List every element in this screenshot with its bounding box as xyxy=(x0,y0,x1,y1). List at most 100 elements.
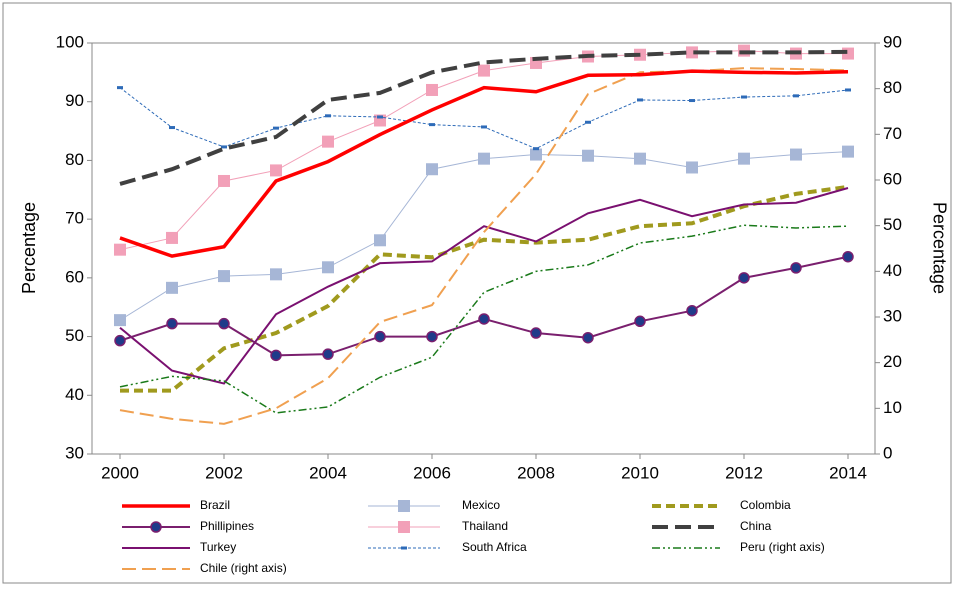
marker xyxy=(221,145,227,149)
legend-marker xyxy=(150,521,162,533)
x-tick-label: 2010 xyxy=(621,463,659,482)
marker xyxy=(218,317,230,330)
y2-tick-label: 50 xyxy=(883,215,902,234)
legend-marker xyxy=(401,546,407,550)
legend-label: Chile (right axis) xyxy=(200,561,287,575)
marker xyxy=(689,99,695,103)
y-tick-label: 100 xyxy=(56,32,84,51)
y2-tick-label: 30 xyxy=(883,306,902,325)
marker xyxy=(842,250,854,263)
y-tick-label: 30 xyxy=(65,443,84,462)
marker xyxy=(530,148,542,161)
marker xyxy=(426,163,438,176)
marker xyxy=(481,125,487,129)
marker xyxy=(114,334,126,347)
marker xyxy=(634,152,646,165)
y-tick-label: 90 xyxy=(65,91,84,110)
marker xyxy=(270,349,282,362)
y2-tick-label: 90 xyxy=(883,32,902,51)
marker xyxy=(377,115,383,119)
x-tick-label: 2000 xyxy=(101,463,139,482)
marker xyxy=(533,147,539,151)
x-tick-label: 2008 xyxy=(517,463,555,482)
marker xyxy=(842,145,854,158)
marker xyxy=(117,86,123,90)
marker xyxy=(686,304,698,317)
y2-tick-label: 20 xyxy=(883,352,902,371)
marker xyxy=(322,348,334,360)
marker xyxy=(793,94,799,98)
marker xyxy=(741,95,747,99)
legend-label: Turkey xyxy=(200,540,236,554)
marker xyxy=(166,231,178,244)
marker xyxy=(169,126,175,130)
marker xyxy=(218,174,230,187)
marker xyxy=(582,149,594,162)
series-line xyxy=(119,67,849,425)
marker xyxy=(478,152,490,165)
y2-tick-label: 10 xyxy=(883,398,902,417)
marker xyxy=(686,161,698,174)
marker xyxy=(166,281,178,294)
marker xyxy=(426,330,438,343)
series-line xyxy=(119,49,849,186)
x-tick-label: 2014 xyxy=(829,463,867,482)
legend-marker xyxy=(398,500,410,512)
series-line xyxy=(119,87,849,150)
series-line xyxy=(120,184,849,393)
marker xyxy=(114,243,126,256)
marker xyxy=(322,261,334,274)
marker xyxy=(478,313,490,325)
legend-label: Colombia xyxy=(740,498,791,512)
legend-label: Peru (right axis) xyxy=(740,540,825,554)
y2-tick-label: 70 xyxy=(883,124,902,143)
marker xyxy=(322,135,334,148)
y-tick-label: 50 xyxy=(65,326,84,345)
legend-label: Phillipines xyxy=(200,519,254,533)
legend-label: Mexico xyxy=(462,498,500,512)
marker xyxy=(585,120,591,124)
marker xyxy=(686,46,698,59)
marker xyxy=(273,126,279,130)
marker xyxy=(530,327,542,339)
x-tick-label: 2002 xyxy=(205,463,243,482)
marker xyxy=(790,262,802,274)
legend-marker xyxy=(398,521,410,533)
marker xyxy=(429,123,435,127)
marker xyxy=(738,152,750,165)
marker xyxy=(218,270,230,283)
series-line xyxy=(119,69,849,258)
marker xyxy=(790,148,802,161)
marker xyxy=(374,330,386,343)
marker xyxy=(426,83,438,96)
marker xyxy=(478,64,490,77)
plot-area xyxy=(91,42,876,455)
marker xyxy=(166,317,178,330)
y2-tick-label: 80 xyxy=(883,78,902,97)
x-tick-label: 2012 xyxy=(725,463,763,482)
series-line xyxy=(119,50,848,251)
y-axis-label: Percentage xyxy=(19,202,39,294)
marker xyxy=(270,164,282,177)
marker xyxy=(637,98,643,102)
y2-tick-label: 40 xyxy=(883,261,902,280)
y-tick-label: 60 xyxy=(65,267,84,286)
marker xyxy=(845,88,851,92)
legend-label: Thailand xyxy=(462,519,508,533)
marker xyxy=(582,331,594,344)
y2-tick-label: 60 xyxy=(883,169,902,188)
marker xyxy=(738,272,750,284)
series-line xyxy=(119,187,849,385)
marker xyxy=(270,268,282,281)
marker xyxy=(374,234,386,247)
y-tick-label: 70 xyxy=(65,209,84,228)
marker xyxy=(634,315,646,328)
marker xyxy=(114,314,126,327)
y2-axis-label: Percentage xyxy=(929,202,949,294)
y-tick-label: 80 xyxy=(65,150,84,169)
y2-tick-label: 0 xyxy=(883,443,892,462)
x-tick-label: 2006 xyxy=(413,463,451,482)
legend-label: South Africa xyxy=(462,540,527,554)
y-tick-label: 40 xyxy=(65,385,84,404)
